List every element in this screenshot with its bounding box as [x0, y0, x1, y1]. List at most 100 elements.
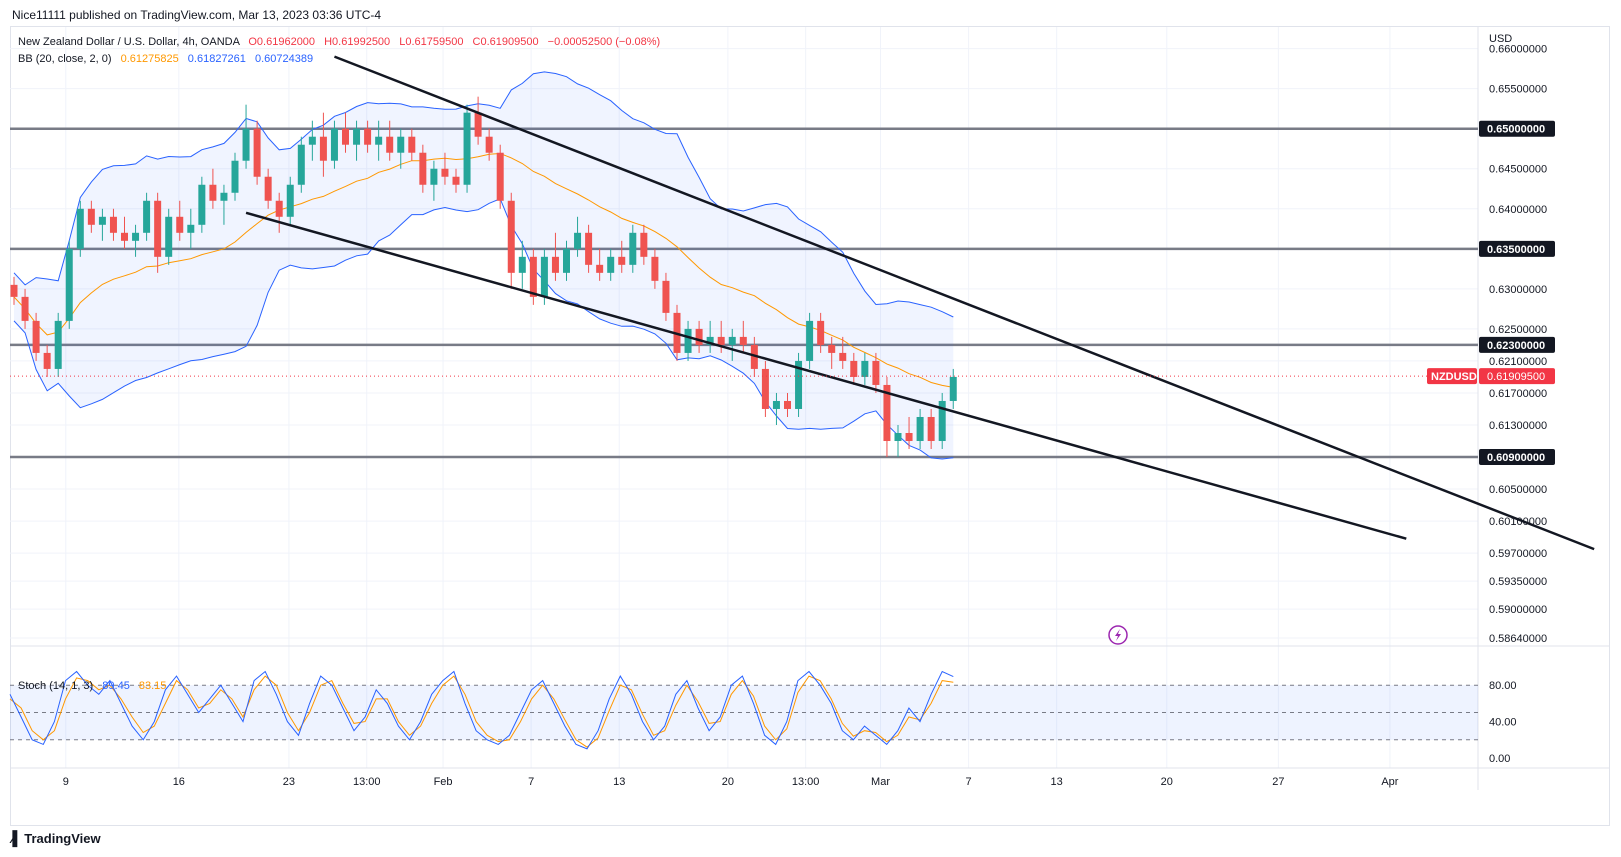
- candle: [850, 352, 858, 385]
- currency-label: USD: [1489, 33, 1512, 45]
- publisher-line: Nice11111 published on TradingView.com, …: [12, 8, 382, 22]
- candle: [618, 240, 626, 273]
- current-price-tag: [1479, 368, 1555, 385]
- candle: [231, 152, 239, 201]
- candle-body: [551, 256, 559, 273]
- candle-body: [386, 136, 394, 153]
- candle-body: [684, 328, 692, 353]
- candle: [772, 392, 780, 425]
- candle: [916, 408, 924, 450]
- bb-upper-line: [13, 71, 954, 318]
- price-tick-label: 0.61300000: [1489, 420, 1547, 432]
- candle: [143, 192, 151, 241]
- candle: [452, 168, 460, 193]
- candle-body: [596, 264, 604, 273]
- time-tick-label: 13: [1051, 776, 1063, 788]
- candle: [949, 368, 957, 409]
- current-price-tag-label: 0.61909500: [1487, 371, 1545, 383]
- symbol-tag: [1427, 368, 1477, 385]
- candle: [927, 408, 935, 450]
- candle: [32, 312, 40, 361]
- candle-body: [209, 184, 217, 201]
- candle: [419, 144, 427, 193]
- candle: [43, 344, 51, 377]
- candle-body: [507, 200, 515, 273]
- candle: [695, 320, 703, 353]
- price-tick-label: 0.62500000: [1489, 324, 1547, 336]
- chart-legend: New Zealand Dollar / U.S. Dollar, 4h, OA…: [18, 34, 660, 68]
- candle-body: [419, 152, 427, 185]
- candle-body: [574, 232, 582, 249]
- candle: [629, 224, 637, 273]
- candle: [938, 392, 946, 450]
- candle-body: [739, 336, 747, 345]
- candle-body: [98, 216, 106, 225]
- candle: [176, 200, 184, 241]
- candle-body: [308, 136, 316, 145]
- candle: [132, 224, 140, 257]
- stoch-tick-label: 80.00: [1489, 680, 1517, 692]
- candle-body: [319, 136, 327, 161]
- candle-body: [795, 360, 803, 409]
- candle: [364, 120, 372, 153]
- candle: [574, 216, 582, 257]
- time-tick-label: Feb: [434, 776, 453, 788]
- candle: [861, 352, 869, 385]
- candle: [121, 216, 128, 249]
- level-price-tag-label: 0.63500000: [1487, 244, 1545, 256]
- candle-body: [452, 176, 460, 185]
- bb-fill: [14, 71, 954, 460]
- candle: [507, 192, 515, 289]
- price-tick-label: 0.62100000: [1489, 356, 1547, 368]
- candle: [651, 248, 659, 289]
- candle-body: [109, 216, 117, 233]
- candle: [386, 120, 394, 161]
- candle-body: [861, 360, 869, 377]
- candle: [441, 152, 449, 185]
- bb-basis-line: [13, 152, 954, 388]
- candle-body: [850, 360, 858, 377]
- level-price-tag: [1479, 240, 1555, 257]
- time-tick-label: 27: [1272, 776, 1284, 788]
- candle-body: [253, 128, 261, 177]
- candle-body: [916, 416, 924, 442]
- candle-body: [397, 136, 405, 153]
- candle-body: [342, 128, 349, 145]
- stoch-d-value: 83.15: [138, 680, 167, 692]
- price-tick-label: 0.64000000: [1489, 204, 1547, 216]
- brand-name: TradingView: [24, 830, 101, 846]
- time-tick-label: 13:00: [353, 776, 381, 788]
- candle: [706, 320, 714, 353]
- candle-body: [187, 224, 195, 233]
- candle-body: [839, 352, 847, 361]
- candle: [784, 392, 791, 417]
- candle-body: [441, 168, 449, 177]
- candle-body: [463, 112, 471, 185]
- candle: [10, 276, 18, 305]
- time-axis[interactable]: 9 16 23 13:00 Feb 7 13 20 13:00 Mar 7 13 20 27 Apr: [63, 776, 1399, 788]
- candle-body: [242, 128, 250, 161]
- candle: [485, 128, 493, 161]
- candle-body: [949, 376, 957, 401]
- candle-body: [43, 352, 51, 369]
- candle-body: [132, 232, 140, 241]
- candle: [806, 312, 814, 369]
- tradingview-logo-icon: ⁄▌: [12, 830, 22, 846]
- candle: [87, 200, 95, 233]
- candle: [286, 176, 294, 225]
- high-value: H0.61992500: [324, 36, 391, 48]
- candle: [54, 312, 62, 377]
- candle: [275, 192, 283, 233]
- candle: [65, 240, 73, 329]
- candle: [264, 168, 272, 209]
- candle-body: [750, 344, 758, 369]
- candle-body: [54, 320, 62, 369]
- candle-body: [76, 208, 84, 249]
- candle-body: [872, 360, 880, 385]
- tradingview-footer[interactable]: ⁄▌ TradingView: [12, 830, 101, 846]
- candle-body: [927, 416, 935, 442]
- price-tick-label: 0.58640000: [1489, 633, 1547, 645]
- low-value: L0.61759500: [399, 36, 464, 48]
